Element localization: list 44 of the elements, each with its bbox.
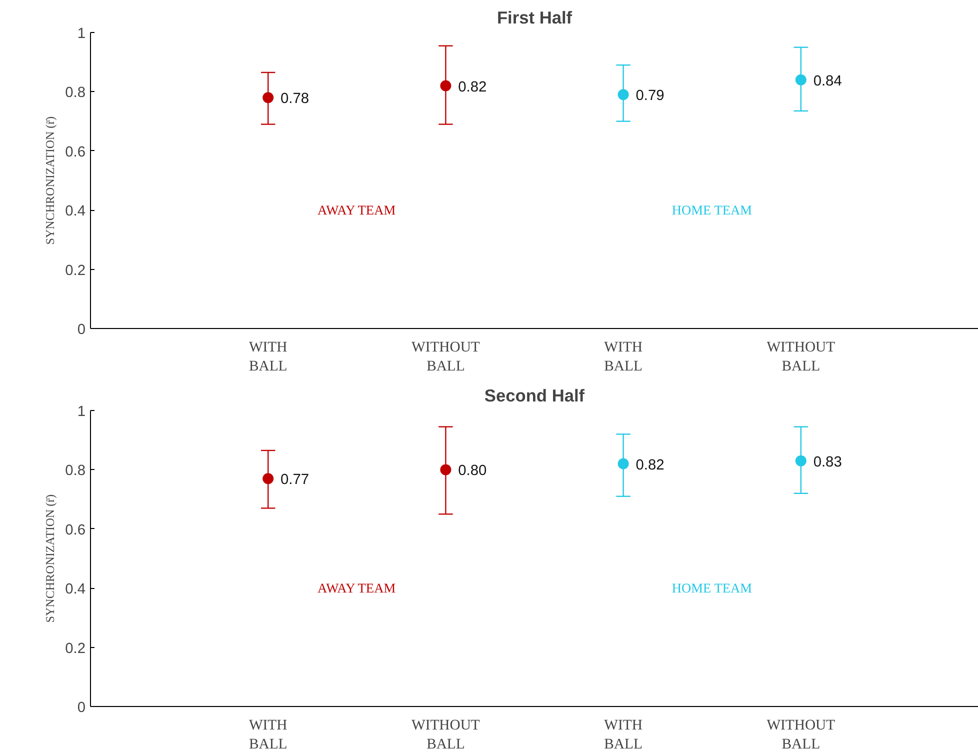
data-label: 0.77 [280,472,310,488]
point [795,455,806,466]
point [262,92,274,104]
y-tick-label: 0.2 [65,640,86,657]
y-tick-label: 0.8 [65,463,86,480]
y-tick-label: 0.8 [65,85,86,102]
point [440,80,452,92]
x-tick-label: WITHOUT BALL [412,340,480,375]
text: AWAY TEAM [318,580,396,596]
text: AWAY TEAM [318,202,396,218]
y-axis-title: SYNCHRONIZATION (r̄) [43,116,58,245]
data-label: 0.84 [813,73,842,90]
y-tick-label: 0 [77,322,86,338]
y-tick-label: 0.4 [65,582,86,598]
y-tick-label: 1 [77,26,86,42]
y-axis-title: SYNCHRONIZATION (r̄) [43,494,58,623]
y-tick-label: 0.6 [65,522,86,538]
chart-title: First Half [496,8,572,28]
data-label: 0.82 [458,79,487,96]
point [795,74,806,86]
y-tick-label: 0.6 [65,144,86,160]
x-tick-label: WITH BALL [248,340,288,375]
y-tick-label: 1 [77,404,86,420]
data-label: 0.79 [636,88,664,104]
point [440,464,452,476]
y-tick-label: 0.2 [65,262,86,279]
data-label: 0.83 [813,454,842,470]
chart-title: Second Half [484,386,585,406]
y-tick-label: 0 [77,700,86,716]
text: HOME TEAM [672,202,752,218]
point [262,473,274,484]
point [618,89,629,100]
x-tick-label: WITH BALL [604,718,643,753]
x-tick-label: WITH BALL [604,340,643,375]
data-label: 0.82 [636,457,664,474]
point [618,458,629,470]
data-label: 0.80 [458,463,487,480]
x-tick-label: WITHOUT BALL [766,718,836,753]
data-label: 0.78 [280,91,310,108]
x-tick-label: WITHOUT BALL [766,340,836,375]
text: HOME TEAM [672,580,752,596]
y-tick-label: 0.4 [65,204,86,220]
x-tick-label: WITH BALL [248,718,288,753]
x-tick-label: WITHOUT BALL [412,718,480,753]
